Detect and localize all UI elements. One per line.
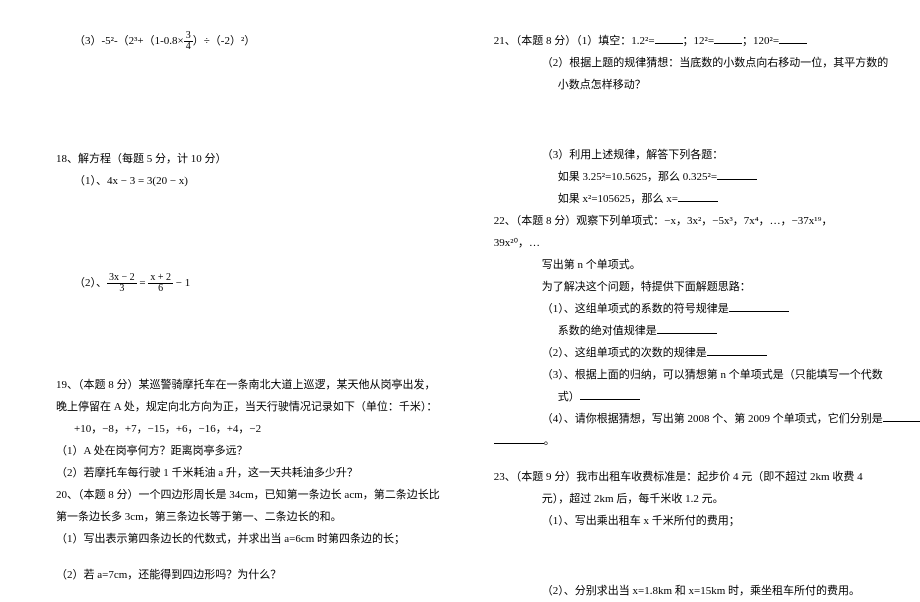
q20-l1: 20、（本题 8 分）一个四边形周长是 34cm，已知第一条边长 acm，第二条… bbox=[56, 484, 440, 506]
q22-l6: （2）、这组单项式的次数的规律是 bbox=[494, 342, 920, 364]
q21-l6: 如果 x²=105625，那么 x= bbox=[494, 188, 920, 210]
q17-3: （3）-5²-（2³+（1-0.8×34）÷（-2）²） bbox=[56, 30, 440, 52]
q18-1: （1）、4x − 3 = 3(20 − x) bbox=[56, 170, 440, 192]
q22-l7: （3）、根据上面的归纳，可以猜想第 n 个单项式是（只能填写一个代数 bbox=[494, 364, 920, 386]
q19-l1: 19、（本题 8 分）某巡警骑摩托车在一条南北大道上巡逻，某天他从岗亭出发， bbox=[56, 374, 440, 396]
q18-title: 18、解方程（每题 5 分，计 10 分） bbox=[56, 148, 440, 170]
blank bbox=[707, 346, 767, 356]
q17-3-tail: ）÷（-2）²） bbox=[193, 35, 256, 47]
q22-l4: （1）、这组单项式的系数的符号规律是 bbox=[494, 298, 920, 320]
frac-2: x + 26 bbox=[148, 273, 173, 294]
blank bbox=[883, 412, 920, 422]
q21-l5-a: 如果 3.25²=10.5625，那么 0.325²= bbox=[558, 171, 717, 183]
q23-l4: （2）、分别求出当 x=1.8km 和 x=15km 时，乘坐租车所付的费用。 bbox=[494, 580, 920, 602]
q20-l4: （2）若 a=7cm，还能得到四边形吗？为什么？ bbox=[56, 564, 440, 586]
q22-l8-underline: 。 bbox=[494, 430, 920, 452]
blank bbox=[655, 34, 683, 44]
q21-l2: （2）根据上题的规律猜想：当底数的小数点向右移动一位，其平方数的 bbox=[494, 52, 920, 74]
q21-l3: 小数点怎样移动？ bbox=[494, 74, 920, 96]
q22-l3: 为了解决这个问题，特提供下面解题思路： bbox=[494, 276, 920, 298]
q19-l2: 晚上停留在 A 处，规定向北方向为正，当天行驶情况记录如下（单位：千米）： bbox=[56, 396, 440, 418]
q20-l3: （1）写出表示第四条边长的代数式，并求出当 a=6cm 时第四条边的长； bbox=[56, 528, 440, 550]
q23-l1: 23、（本题 9 分）我市出租车收费标准是：起步价 4 元（即不超过 2km 收… bbox=[494, 466, 920, 488]
q18-2-head: （2）、 bbox=[74, 277, 107, 289]
q21-l1-b: ；12²= bbox=[683, 35, 715, 47]
q22-l5: 系数的绝对值规律是 bbox=[494, 320, 920, 342]
q21-l1: 21、（本题 8 分）（1）填空：1.2²= ；12²= ；120²= bbox=[494, 30, 920, 52]
left-column: （3）-5²-（2³+（1-0.8×34）÷（-2）²） 18、解方程（每题 5… bbox=[0, 0, 470, 596]
blank bbox=[779, 34, 807, 44]
q23-l3: （1）、写出乘出租车 x 千米所付的费用； bbox=[494, 510, 920, 532]
blank bbox=[678, 192, 718, 202]
q18-2-eq: = bbox=[137, 277, 149, 289]
q19-l4: （1）A 处在岗亭何方？距离岗亭多远？ bbox=[56, 440, 440, 462]
q20-l2: 第一条边长多 3cm，第三条边长等于第一、二条边长的和。 bbox=[56, 506, 440, 528]
q18-2: （2）、3x − 23 = x + 26 − 1 bbox=[56, 272, 440, 294]
q18-2-tail: − 1 bbox=[173, 277, 190, 289]
q22-l8: （4）、请你根据猜想，写出第 2008 个、第 2009 个单项式，它们分别是， bbox=[494, 408, 920, 430]
q22-l1b: 39x²⁰，… bbox=[494, 232, 920, 254]
q23-l2: 元），超过 2km 后，每千米收 1.2 元。 bbox=[494, 488, 920, 510]
q21-l1-a: 21、（本题 8 分）（1）填空：1.2²= bbox=[494, 35, 655, 47]
frac-1: 3x − 23 bbox=[107, 273, 137, 294]
frac-3-4: 34 bbox=[184, 31, 193, 52]
q19-l3: +10，−8，+7，−15，+6，−16，+4，−2 bbox=[56, 418, 440, 440]
blank bbox=[717, 170, 757, 180]
q22-l7b: 式） bbox=[494, 386, 920, 408]
q22-l2: 写出第 n 个单项式。 bbox=[494, 254, 920, 276]
right-column: 21、（本题 8 分）（1）填空：1.2²= ；12²= ；120²= （2）根据上… bbox=[470, 0, 920, 596]
blank bbox=[729, 302, 789, 312]
blank bbox=[714, 34, 742, 44]
q21-l6-a: 如果 x²=105625，那么 x= bbox=[558, 193, 678, 205]
q19-l5: （2）若摩托车每行驶 1 千米耗油 a 升，这一天共耗油多少升？ bbox=[56, 462, 440, 484]
q17-3-head: （3）-5²-（2³+（1-0.8× bbox=[74, 35, 184, 47]
q21-l4: （3）利用上述规律，解答下列各题： bbox=[494, 144, 920, 166]
q22-l1: 22、（本题 8 分）观察下列单项式：−x，3x²，−5x³，7x⁴，…，−37… bbox=[494, 210, 920, 232]
q21-l5: 如果 3.25²=10.5625，那么 0.325²= bbox=[494, 166, 920, 188]
blank bbox=[657, 324, 717, 334]
blank bbox=[580, 390, 640, 400]
q21-l1-c: ；120²= bbox=[742, 35, 779, 47]
